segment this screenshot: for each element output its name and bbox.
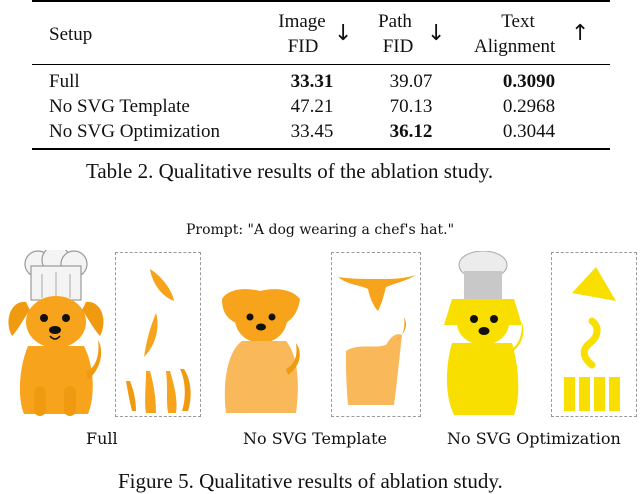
figure-prompt: Prompt: "A dog wearing a chef's hat." bbox=[185, 222, 455, 238]
row-setup: No SVG Template bbox=[49, 96, 190, 117]
row-path-fid: 70.13 bbox=[389, 96, 433, 117]
parts-box-no-template bbox=[331, 252, 421, 417]
row-setup: No SVG Optimization bbox=[49, 121, 220, 142]
row-path-fid: 36.12 bbox=[389, 121, 433, 142]
svg-parts-no-optimization bbox=[564, 267, 620, 411]
table-caption: Table 2. Qualitative results of the abla… bbox=[86, 159, 494, 183]
table-bottom-rule bbox=[32, 148, 610, 150]
row-text-alignment: 0.3090 bbox=[502, 71, 556, 92]
header-text-alignment-line2: Alignment bbox=[474, 36, 556, 57]
header-image-fid-line2: FID bbox=[287, 36, 319, 57]
header-image-fid-line1: Image bbox=[278, 11, 326, 32]
arrow-up-icon: ↑ bbox=[571, 21, 590, 46]
table-top-rule bbox=[32, 0, 610, 2]
row-image-fid: 33.31 bbox=[290, 71, 334, 92]
figure-label-no-svg-optimization: No SVG Optimization bbox=[447, 429, 621, 448]
row-image-fid: 33.45 bbox=[290, 121, 334, 142]
chef-hat-icon bbox=[24, 250, 88, 301]
row-text-alignment: 0.2968 bbox=[502, 96, 556, 117]
dog-no-template-image bbox=[222, 289, 300, 413]
arrow-down-icon: ↓ bbox=[427, 21, 446, 46]
row-setup: Full bbox=[49, 71, 80, 92]
table-mid-rule bbox=[32, 64, 610, 65]
header-text-alignment-line1: Text bbox=[501, 11, 535, 32]
row-text-alignment: 0.3044 bbox=[502, 121, 556, 142]
header-path-fid-line2: FID bbox=[382, 36, 414, 57]
parts-box-no-optimization bbox=[551, 252, 637, 417]
figure-caption: Figure 5. Qualitative results of ablatio… bbox=[118, 469, 503, 493]
svg-parts-full bbox=[126, 269, 191, 413]
row-path-fid: 39.07 bbox=[389, 71, 433, 92]
header-setup: Setup bbox=[49, 24, 93, 45]
figure-label-full: Full bbox=[86, 429, 118, 448]
row-image-fid: 47.21 bbox=[290, 96, 334, 117]
figure-label-no-svg-template: No SVG Template bbox=[243, 429, 387, 448]
chef-hat-icon bbox=[458, 251, 508, 301]
dog-full-image bbox=[8, 250, 104, 416]
svg-parts-no-template bbox=[338, 275, 416, 405]
header-path-fid-line1: Path bbox=[378, 11, 412, 32]
arrow-down-icon: ↓ bbox=[334, 21, 353, 46]
dog-no-optimization-image bbox=[444, 251, 524, 415]
parts-box-full bbox=[115, 252, 201, 417]
